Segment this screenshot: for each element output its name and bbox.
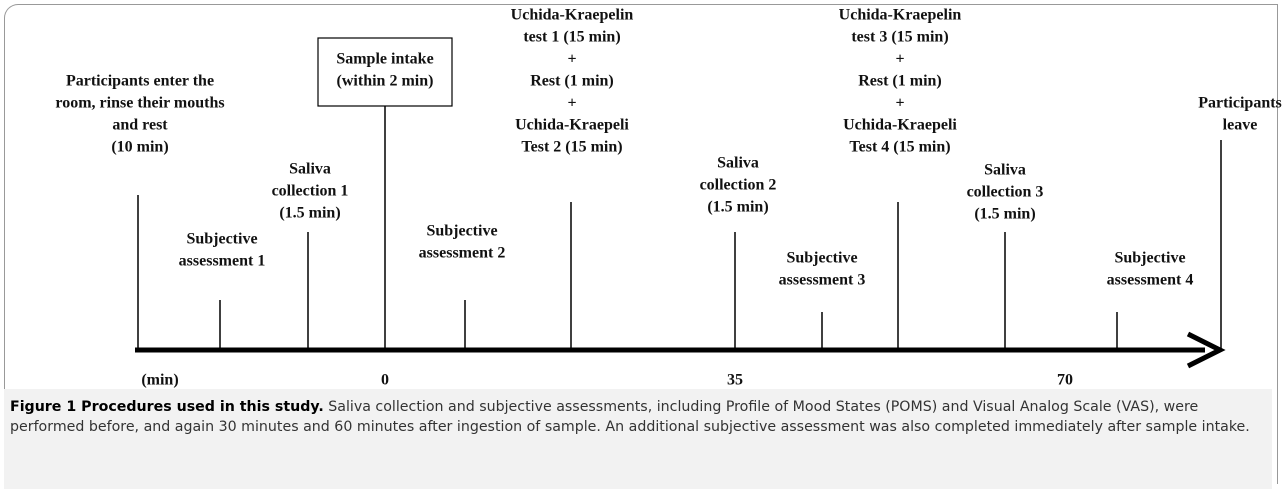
event-label: (1.5 min)	[974, 206, 1035, 223]
event-label: leave	[1223, 117, 1258, 134]
event-label: Rest (1 min)	[530, 73, 614, 90]
event-label: Test 4 (15 min)	[849, 139, 950, 156]
event-label: Uchida-Kraepelin	[511, 7, 634, 24]
axis-arrow	[1186, 331, 1226, 369]
event-label: collection 1	[272, 183, 349, 200]
event-label: +	[895, 51, 904, 68]
figure-frame	[4, 4, 1278, 484]
event-label: Rest (1 min)	[858, 73, 942, 90]
event-label: assessment 1	[179, 253, 266, 270]
event-label: Test 2 (15 min)	[521, 139, 622, 156]
axis-label: 35	[727, 372, 743, 389]
caption: Figure 1 Procedures used in this study. …	[4, 389, 1272, 489]
event-label: collection 3	[967, 184, 1044, 201]
event-label: Saliva	[289, 161, 331, 178]
event-label: +	[895, 95, 904, 112]
event-label: Uchida-Kraepelin	[839, 7, 962, 24]
axis-label: (min)	[141, 372, 178, 389]
event-label: assessment 4	[1107, 272, 1194, 289]
event-label: assessment 2	[419, 245, 506, 262]
event-label: test 3 (15 min)	[851, 29, 948, 46]
caption-title: Figure 1 Procedures used in this study.	[10, 399, 324, 415]
event-label: Saliva	[984, 162, 1026, 179]
event-label: Saliva	[717, 155, 759, 172]
event-label: +	[567, 51, 576, 68]
event-label: Uchida-Kraepeli	[515, 117, 629, 134]
event-label: Participants enter the	[66, 73, 214, 90]
caption-text: Saliva collection and subjective assessm…	[10, 399, 1250, 435]
event-label: Sample intake	[336, 51, 433, 68]
axis-label: 0	[381, 372, 389, 389]
event-label: (within 2 min)	[337, 73, 434, 90]
event-label: Subjective	[786, 250, 857, 267]
event-label: Subjective	[186, 231, 257, 248]
event-label: Uchida-Kraepeli	[843, 117, 957, 134]
event-label: collection 2	[700, 177, 777, 194]
event-label: (10 min)	[111, 139, 168, 156]
event-label: and rest	[112, 117, 168, 134]
event-label: room, rinse their mouths	[55, 95, 224, 112]
event-label: (1.5 min)	[707, 199, 768, 216]
event-label: Participants	[1198, 95, 1282, 112]
event-label: test 1 (15 min)	[523, 29, 620, 46]
event-label: (1.5 min)	[279, 205, 340, 222]
timeline: Participants enter the room, rinse their …	[55, 7, 1282, 389]
event-label: Subjective	[1114, 250, 1185, 267]
event-label: +	[567, 95, 576, 112]
event-label: assessment 3	[779, 272, 866, 289]
event-label: Subjective	[426, 223, 497, 240]
axis-label: 70	[1057, 372, 1073, 389]
